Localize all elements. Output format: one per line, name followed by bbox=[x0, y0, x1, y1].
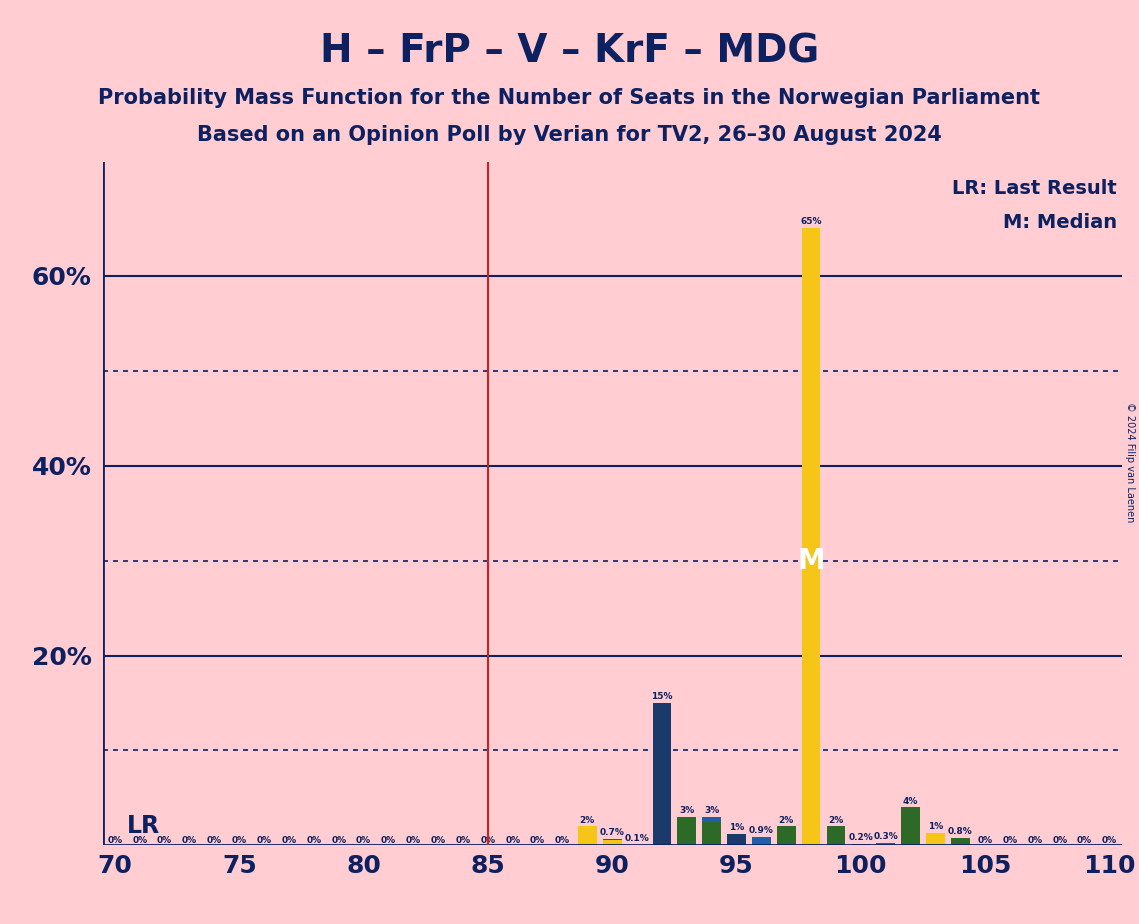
Text: 0%: 0% bbox=[977, 835, 993, 845]
Text: 2%: 2% bbox=[779, 816, 794, 824]
Bar bbox=[901, 808, 920, 845]
Bar bbox=[678, 817, 696, 845]
Text: Based on an Opinion Poll by Verian for TV2, 26–30 August 2024: Based on an Opinion Poll by Verian for T… bbox=[197, 125, 942, 145]
Text: 0%: 0% bbox=[380, 835, 396, 845]
Text: Probability Mass Function for the Number of Seats in the Norwegian Parliament: Probability Mass Function for the Number… bbox=[98, 88, 1041, 108]
Bar bbox=[926, 833, 944, 845]
Text: 0%: 0% bbox=[555, 835, 570, 845]
Text: 65%: 65% bbox=[801, 217, 822, 226]
Text: 0.7%: 0.7% bbox=[600, 828, 624, 837]
Text: H – FrP – V – KrF – MDG: H – FrP – V – KrF – MDG bbox=[320, 32, 819, 70]
Bar bbox=[727, 834, 746, 845]
Text: 3%: 3% bbox=[679, 806, 695, 815]
Bar bbox=[703, 821, 721, 845]
Text: 0%: 0% bbox=[481, 835, 495, 845]
Text: 0%: 0% bbox=[431, 835, 445, 845]
Text: 0%: 0% bbox=[256, 835, 272, 845]
Text: 0%: 0% bbox=[182, 835, 197, 845]
Text: 0%: 0% bbox=[405, 835, 421, 845]
Text: 0%: 0% bbox=[530, 835, 546, 845]
Text: 2%: 2% bbox=[828, 816, 844, 824]
Text: 0%: 0% bbox=[281, 835, 296, 845]
Text: 0%: 0% bbox=[306, 835, 321, 845]
Text: LR: Last Result: LR: Last Result bbox=[952, 179, 1117, 198]
Text: 0%: 0% bbox=[107, 835, 123, 845]
Text: 0.9%: 0.9% bbox=[749, 826, 773, 835]
Text: M: Median: M: Median bbox=[1002, 213, 1117, 232]
Text: 0.3%: 0.3% bbox=[874, 832, 898, 841]
Text: 1%: 1% bbox=[928, 822, 943, 832]
Text: 0%: 0% bbox=[1101, 835, 1117, 845]
Text: 3%: 3% bbox=[704, 806, 720, 815]
Bar bbox=[827, 826, 845, 845]
Text: 0.1%: 0.1% bbox=[624, 833, 649, 843]
Text: 1%: 1% bbox=[729, 823, 744, 833]
Text: 0%: 0% bbox=[357, 835, 371, 845]
Bar bbox=[876, 843, 895, 845]
Bar bbox=[703, 817, 721, 821]
Text: 2%: 2% bbox=[580, 816, 595, 824]
Text: 0%: 0% bbox=[1027, 835, 1042, 845]
Text: 0%: 0% bbox=[207, 835, 222, 845]
Bar bbox=[653, 703, 671, 845]
Bar bbox=[577, 826, 597, 845]
Bar bbox=[603, 840, 622, 845]
Bar bbox=[802, 228, 820, 845]
Text: 0.8%: 0.8% bbox=[948, 827, 973, 836]
Text: 0%: 0% bbox=[506, 835, 521, 845]
Text: 0%: 0% bbox=[132, 835, 147, 845]
Text: LR: LR bbox=[128, 814, 161, 838]
Bar bbox=[852, 844, 870, 845]
Text: 0%: 0% bbox=[1052, 835, 1067, 845]
Text: M: M bbox=[797, 547, 825, 575]
Text: 0%: 0% bbox=[456, 835, 470, 845]
Text: 0.2%: 0.2% bbox=[849, 833, 874, 842]
Bar bbox=[603, 839, 622, 840]
Bar bbox=[777, 826, 795, 845]
Text: 0%: 0% bbox=[157, 835, 172, 845]
Text: 0%: 0% bbox=[1002, 835, 1017, 845]
Text: 15%: 15% bbox=[652, 692, 673, 701]
Text: 0%: 0% bbox=[331, 835, 346, 845]
Bar bbox=[752, 837, 771, 845]
Text: © 2024 Filip van Laenen: © 2024 Filip van Laenen bbox=[1125, 402, 1134, 522]
Bar bbox=[951, 838, 969, 845]
Text: 0%: 0% bbox=[1077, 835, 1092, 845]
Text: 4%: 4% bbox=[903, 796, 918, 806]
Text: 0%: 0% bbox=[231, 835, 247, 845]
